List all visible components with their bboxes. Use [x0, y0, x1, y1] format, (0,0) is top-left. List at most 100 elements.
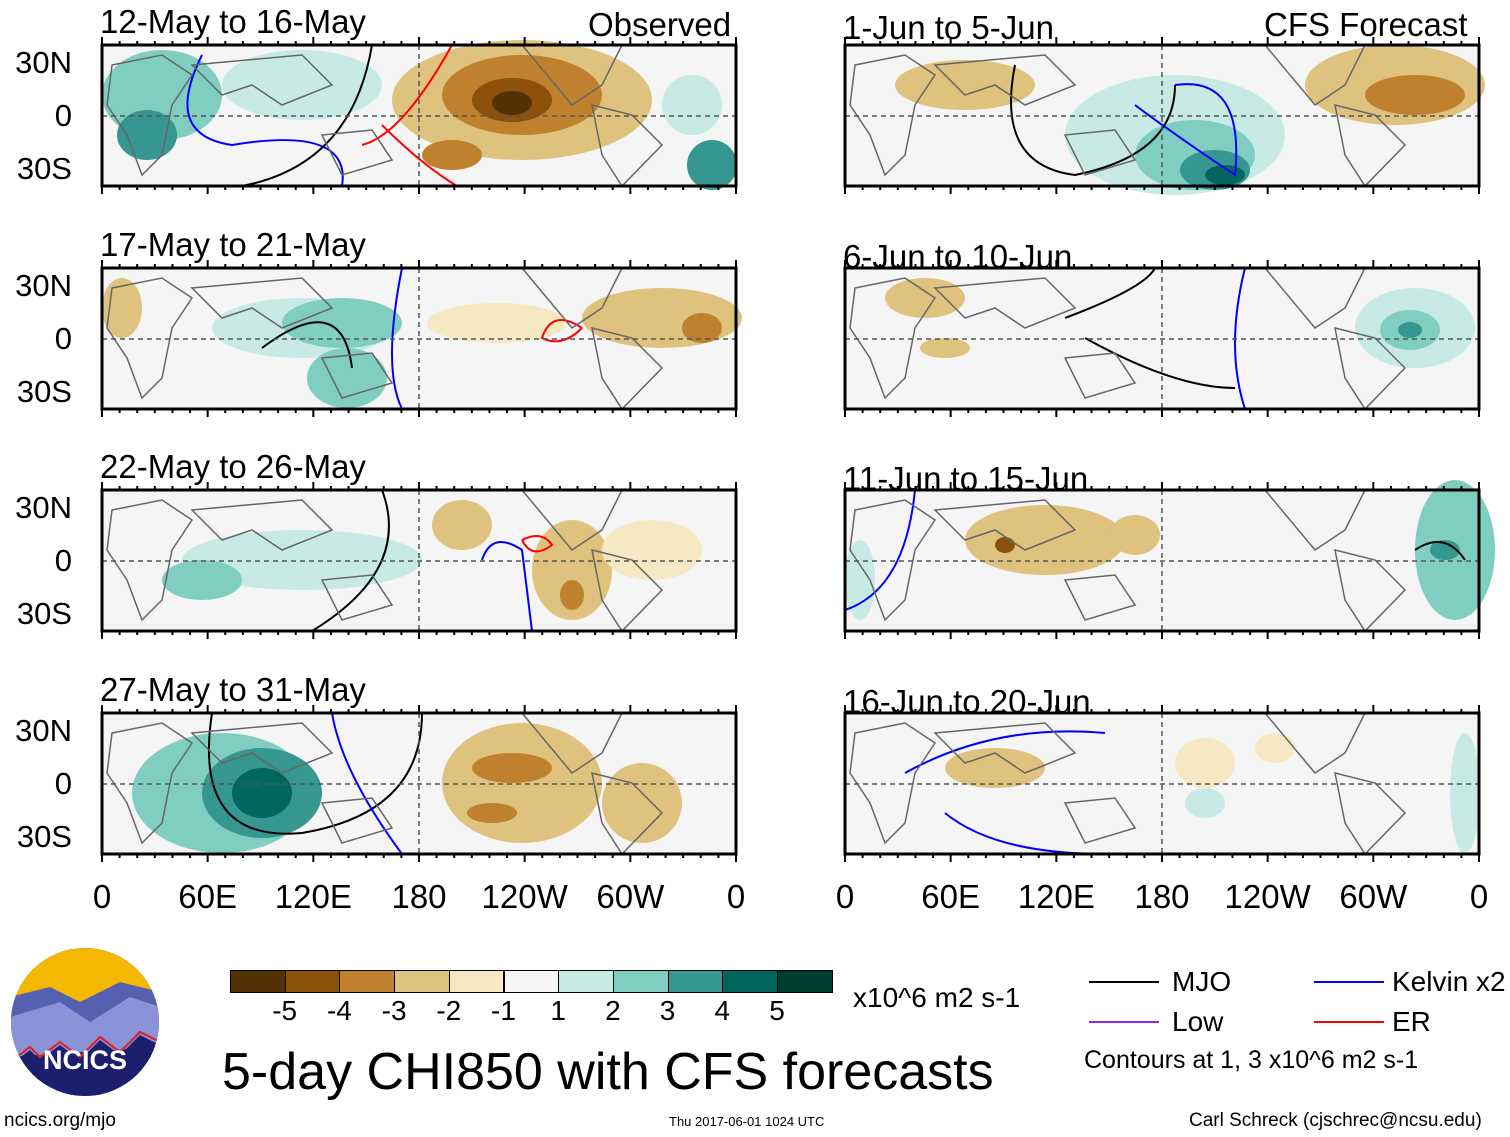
anomaly-shading — [222, 50, 382, 120]
legend-line-er — [1314, 1021, 1384, 1023]
anomaly-shading — [162, 560, 242, 600]
contour-line — [1064, 267, 1236, 389]
contour-line — [481, 541, 533, 632]
coastline — [1334, 548, 1407, 633]
legend-label-kelvin: Kelvin x2 — [1392, 966, 1506, 997]
panel-title: 17-May to 21-May — [100, 226, 366, 263]
lon-label: 60E — [178, 878, 238, 915]
coastline — [849, 499, 937, 622]
anomaly-shading — [602, 763, 682, 843]
anomaly-shading — [662, 75, 722, 135]
map-panel — [100, 260, 742, 417]
anomaly-shading — [422, 140, 482, 170]
lat-label: 30N — [15, 45, 72, 80]
coastline — [849, 54, 937, 177]
contour-line — [331, 712, 403, 855]
anomaly-shading — [1430, 540, 1460, 560]
anomaly-shading — [965, 505, 1125, 575]
coastline — [320, 352, 394, 399]
anomaly-shading — [1255, 733, 1295, 763]
colorbar-tick-label: 3 — [659, 995, 676, 1026]
anomaly-shading — [682, 313, 722, 343]
contour-line — [1134, 83, 1238, 177]
anomaly-shading — [282, 298, 402, 348]
coastline — [190, 499, 334, 551]
coastline — [1063, 129, 1137, 176]
coastline — [1063, 797, 1137, 844]
lat-label: 0 — [54, 543, 72, 578]
map-panel — [100, 482, 738, 639]
lon-label: 120E — [1017, 878, 1095, 915]
anomaly-shading — [560, 580, 584, 610]
map-panel — [843, 37, 1485, 195]
coastline — [933, 277, 1077, 329]
contour-line — [361, 44, 458, 187]
contour-line — [261, 321, 353, 369]
coastline — [1334, 771, 1407, 856]
lat-label: 30S — [16, 596, 72, 631]
colorbar-units: x10^6 m2 s-1 — [853, 982, 1021, 1013]
coastline — [106, 722, 194, 845]
colorbar-swatch — [667, 970, 724, 993]
lon-label: 0 — [726, 878, 746, 915]
anomaly-shading — [1185, 788, 1225, 818]
lon-label: 60W — [1339, 878, 1408, 915]
coastline — [591, 103, 664, 188]
anomaly-shading — [1365, 75, 1465, 115]
timestamp: Thu 2017-06-01 1024 UTC — [669, 1114, 825, 1129]
forecast-label: CFS Forecast — [1264, 6, 1468, 43]
coastline — [933, 722, 1077, 774]
observed-label: Observed — [588, 6, 732, 43]
colorbar-swatch — [230, 970, 286, 993]
contour-line — [521, 535, 554, 553]
contour-line — [311, 489, 390, 632]
contours-note: Contours at 1, 3 x10^6 m2 s-1 — [1084, 1046, 1419, 1074]
map-panel — [100, 37, 738, 194]
coastline — [1334, 326, 1407, 411]
anomaly-shading — [472, 753, 552, 783]
colorbar-tick-label: 2 — [605, 995, 621, 1026]
lat-label: 0 — [54, 321, 72, 356]
coastline — [591, 548, 664, 633]
colorbar-swatch — [612, 970, 669, 993]
lon-label: 180 — [1134, 878, 1190, 915]
coastline — [1063, 574, 1137, 621]
colorbar-tick-label: -1 — [491, 995, 516, 1026]
colorbar-tick-label: 1 — [550, 995, 566, 1026]
map-panel — [100, 705, 738, 862]
colorbar-tick-label: -2 — [436, 995, 462, 1026]
legend-line-mjo — [1089, 981, 1159, 983]
coastline — [1063, 352, 1137, 399]
lon-label: 120W — [481, 878, 568, 915]
anomaly-shading — [442, 723, 602, 843]
colorbar-tick-label: -5 — [272, 995, 298, 1026]
ncics-logo: NCICS — [11, 948, 159, 1096]
anomaly-shading — [492, 91, 532, 115]
lon-label: 180 — [391, 878, 447, 915]
contour-line — [207, 712, 423, 835]
coastline — [320, 574, 394, 621]
lat-label: 30N — [15, 268, 72, 303]
anomaly-shading — [687, 140, 737, 190]
url-link[interactable]: ncics.org/mjo — [4, 1110, 116, 1131]
colorbar-swatch — [722, 970, 778, 993]
lon-label: 60W — [596, 878, 665, 915]
colorbar-swatch — [448, 970, 505, 993]
map-panel — [843, 480, 1495, 639]
contour-line — [1010, 64, 1176, 177]
coastline — [591, 771, 664, 856]
colorbar-swatch — [394, 970, 450, 993]
colorbar-swatch — [558, 970, 614, 993]
map-panel — [843, 705, 1481, 862]
coastline — [591, 326, 664, 411]
coastline — [933, 499, 1077, 551]
lon-label: 0 — [92, 878, 112, 915]
colorbar-swatch — [777, 970, 833, 993]
coastline — [849, 722, 937, 845]
coastline — [933, 54, 1077, 106]
contour-line — [1414, 541, 1466, 561]
colorbar-swatch — [503, 970, 560, 993]
coastline — [320, 797, 394, 844]
lat-label: 30N — [15, 713, 72, 748]
contour-line — [241, 44, 373, 187]
